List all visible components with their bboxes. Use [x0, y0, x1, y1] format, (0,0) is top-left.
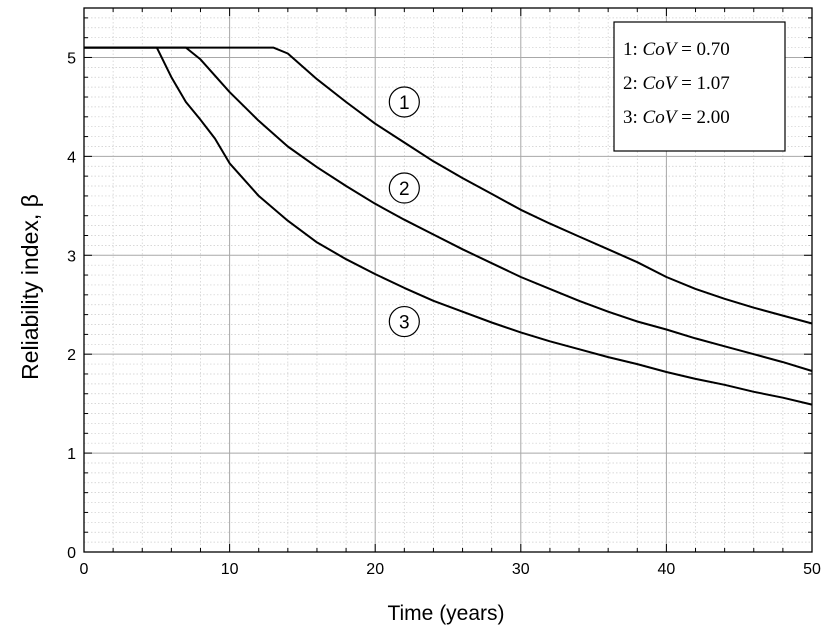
legend-entry-2: 2: CoV = 1.07 — [623, 73, 730, 94]
legend-entries: 1: CoV = 0.70 2: CoV = 1.07 3: CoV = 2.00 — [623, 39, 730, 128]
y-tick-label: 2 — [67, 347, 76, 364]
x-tick-label: 50 — [803, 561, 821, 578]
x-tick-label: 40 — [658, 561, 676, 578]
y-tick-label: 5 — [67, 50, 76, 67]
axis-ticks — [83, 8, 813, 553]
series-line-2 — [84, 46, 813, 372]
x-tick-labels: 0 10 20 30 40 50 — [80, 561, 821, 578]
x-tick-label: 0 — [80, 561, 89, 578]
y-tick-label: 0 — [67, 545, 76, 562]
x-tick-label: 30 — [512, 561, 530, 578]
y-tick-label: 3 — [67, 248, 76, 265]
plot-frame — [83, 7, 813, 553]
curve-label-circle-2 — [388, 172, 420, 204]
legend-box — [613, 21, 786, 152]
major-grid — [84, 8, 812, 552]
x-tick-label: 20 — [366, 561, 384, 578]
curve-label-3: 3 — [399, 313, 410, 334]
curve-label-circle-1 — [388, 86, 420, 118]
curve-label-circle-3 — [388, 305, 420, 338]
y-axis-title: Reliability index, β — [17, 194, 43, 380]
legend-entry-1: 1: CoV = 0.70 — [623, 39, 730, 60]
series-line-3 — [84, 46, 813, 406]
legend-entry-3: 3: CoV = 2.00 — [623, 107, 730, 128]
curve-labels: 1 2 3 — [388, 86, 420, 338]
series-line-1 — [84, 46, 813, 325]
y-tick-label: 4 — [67, 149, 76, 166]
legend: 1: CoV = 0.70 2: CoV = 1.07 3: CoV = 2.00 — [613, 21, 786, 152]
curve-label-2: 2 — [399, 179, 410, 200]
x-axis-title: Time (years) — [387, 602, 504, 625]
y-tick-labels: 0 1 2 3 4 5 — [67, 50, 76, 562]
curve-label-1: 1 — [399, 93, 410, 114]
y-tick-label: 1 — [67, 446, 76, 463]
series-lines — [84, 46, 813, 406]
x-tick-label: 10 — [221, 561, 239, 578]
